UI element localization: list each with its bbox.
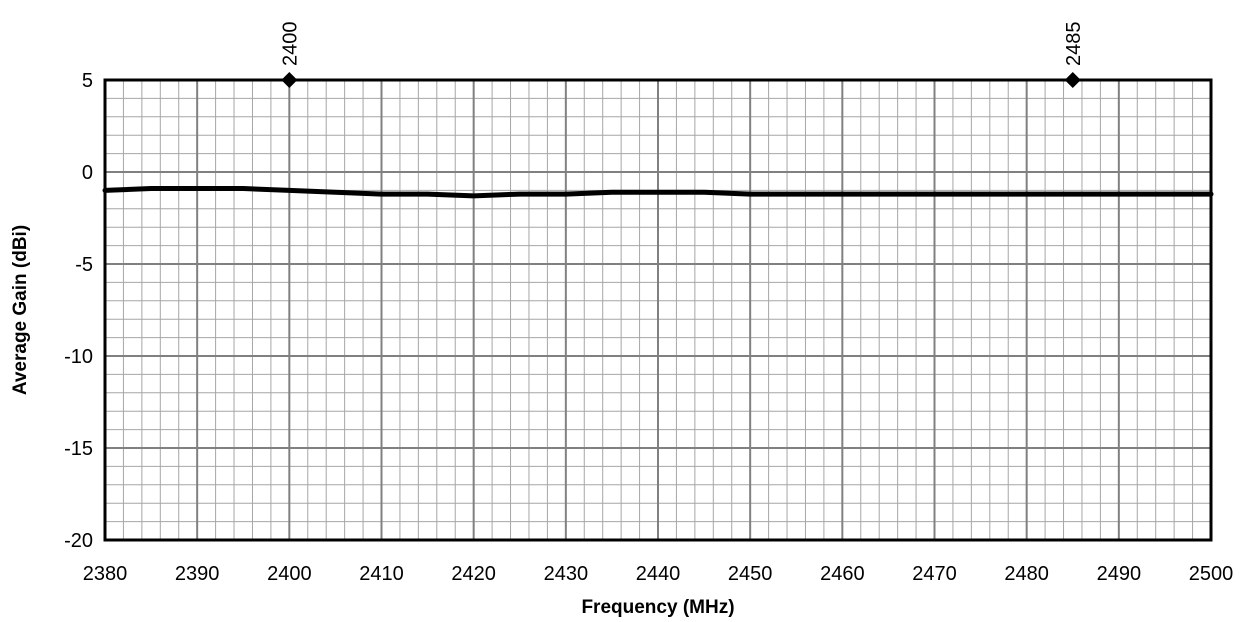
x-tick-label: 2440 <box>636 563 681 585</box>
x-axis-title: Frequency (MHz) <box>581 597 734 618</box>
marker-label: 2485 <box>1063 22 1085 67</box>
x-tick-label: 2380 <box>83 563 128 585</box>
x-tick-label: 2400 <box>267 563 312 585</box>
marker-diamond <box>1064 72 1081 88</box>
x-axis-ticks: 2380 2390 2400 2410 2420 2430 2440 2450 2460 2470… <box>83 563 1234 585</box>
x-tick-label: 2390 <box>175 563 220 585</box>
y-tick-label: 5 <box>82 70 93 92</box>
y-tick-label: -10 <box>64 346 93 368</box>
series-layer <box>102 186 1214 199</box>
x-tick-label: 2470 <box>912 563 957 585</box>
y-tick-label: 0 <box>82 162 93 184</box>
x-tick-label: 2430 <box>544 563 589 585</box>
x-tick-label: 2460 <box>820 563 865 585</box>
x-tick-label: 2410 <box>359 563 404 585</box>
plot-frame <box>103 78 1213 542</box>
marker-label: 2400 <box>279 22 301 67</box>
major-grid <box>105 80 1211 540</box>
y-tick-label: -20 <box>64 530 93 552</box>
y-axis-ticks: 5 0 -5 -10 -15 -20 <box>64 70 93 552</box>
series-line <box>102 186 1214 199</box>
marker-diamond <box>281 72 298 88</box>
y-axis-title: Average Gain (dBi) <box>10 225 31 395</box>
x-tick-label: 2450 <box>728 563 773 585</box>
y-tick-label: -5 <box>75 254 93 276</box>
x-tick-label: 2490 <box>1097 563 1142 585</box>
x-tick-label: 2500 <box>1189 563 1234 585</box>
x-tick-label: 2420 <box>451 563 496 585</box>
markers-layer: 2400 2485 <box>279 22 1085 88</box>
x-tick-label: 2480 <box>1004 563 1049 585</box>
y-tick-label: -15 <box>64 438 93 460</box>
